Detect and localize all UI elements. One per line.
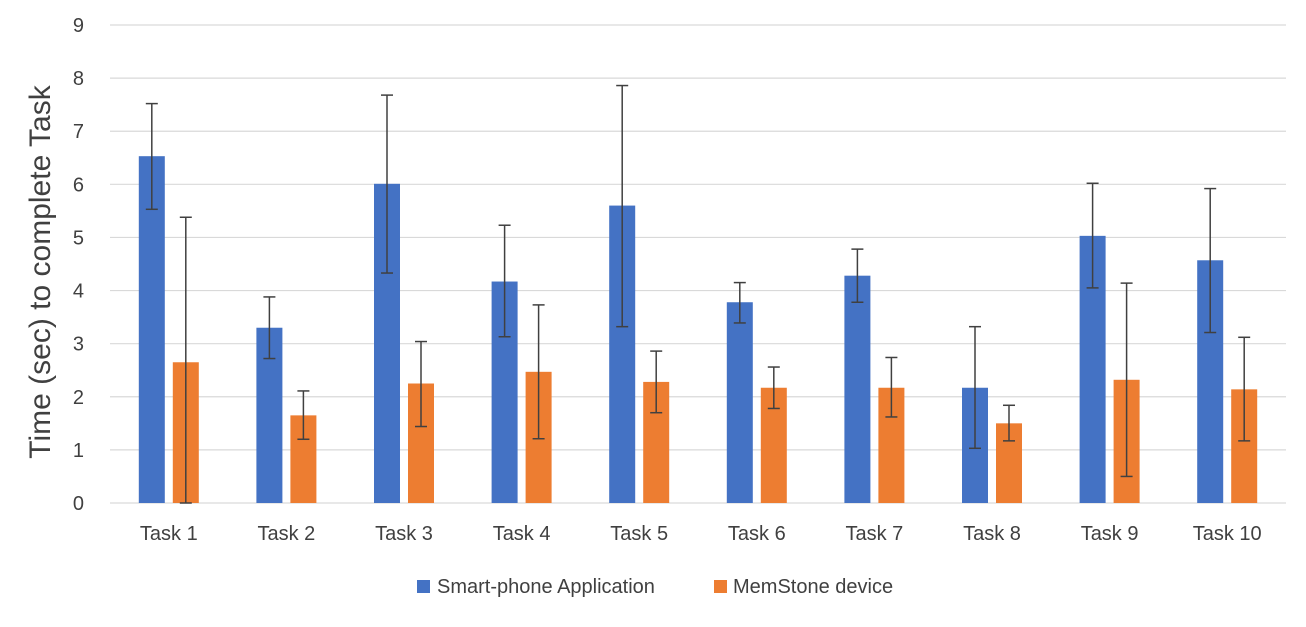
legend-label: Smart-phone Application [437,576,655,598]
x-category-label-task-9: Task 9 [1081,523,1139,545]
legend-swatch [714,580,727,593]
y-axis-title: Time (sec) to complete Task [24,84,57,458]
x-category-label-task-10: Task 10 [1193,523,1262,545]
gridlines [110,24,1286,504]
error-bar-smartphone-task-7 [851,248,864,303]
bar-smartphone-task-1 [138,156,165,503]
error-bar-smartphone-task-6 [733,281,746,324]
error-bar-smartphone-task-5 [616,84,629,328]
error-bar-memstone-task-3 [415,340,427,428]
x-category-label-task-5: Task 5 [610,523,668,545]
error-bar-memstone-task-8 [1003,404,1015,442]
y-tick-label-7: 7 [73,121,84,143]
error-bar-memstone-task-10 [1238,336,1251,442]
error-bar-memstone-task-2 [297,390,310,441]
error-bar-smartphone-task-3 [381,94,393,274]
x-category-label-task-1: Task 1 [140,523,198,545]
legend: Smart-phone Application MemStone device [417,576,893,598]
error-bar-memstone-task-4 [532,304,545,440]
y-tick-label-9: 9 [73,15,84,37]
error-bar-memstone-task-9 [1120,282,1133,478]
x-category-label-task-4: Task 4 [493,523,551,545]
bars [138,156,1258,504]
legend-item-memstone: MemStone device [714,576,893,598]
y-tick-label-5: 5 [73,227,84,249]
bar-smartphone-task-7 [844,275,871,503]
y-tick-label-3: 3 [73,334,84,356]
y-tick-label-6: 6 [73,174,84,196]
error-bar-smartphone-task-10 [1204,187,1217,334]
y-tick-label-8: 8 [73,68,84,90]
error-bar-memstone-task-5 [650,350,663,414]
x-category-label-task-7: Task 7 [845,523,903,545]
error-bar-memstone-task-1 [179,216,192,504]
error-bar-smartphone-task-1 [145,102,158,211]
error-bar-smartphone-task-8 [969,325,981,450]
y-axis-tick-labels: 0 1 2 3 4 5 6 7 8 9 [73,15,84,515]
legend-item-smartphone: Smart-phone Application [417,576,655,598]
x-category-label-task-8: Task 8 [963,523,1021,545]
error-bar-smartphone-task-9 [1086,182,1099,289]
error-bar-memstone-task-7 [885,356,898,418]
legend-label: MemStone device [733,576,893,598]
x-category-label-task-2: Task 2 [257,523,315,545]
error-bar-memstone-task-6 [767,366,780,410]
legend-swatch [417,580,430,593]
y-tick-label-1: 1 [73,440,84,462]
error-bar-smartphone-task-2 [263,296,276,360]
y-tick-label-2: 2 [73,387,84,409]
error-bars [145,84,1251,504]
error-bar-smartphone-task-4 [498,224,511,338]
y-tick-label-0: 0 [73,493,84,515]
x-axis-category-labels: Task 1 Task 2 Task 3 Task 4 Task 5 Task 6 Task… [140,523,1262,545]
bar-smartphone-task-6 [726,302,753,503]
y-tick-label-4: 4 [73,281,84,303]
x-category-label-task-6: Task 6 [728,523,786,545]
x-category-label-task-3: Task 3 [375,523,433,545]
